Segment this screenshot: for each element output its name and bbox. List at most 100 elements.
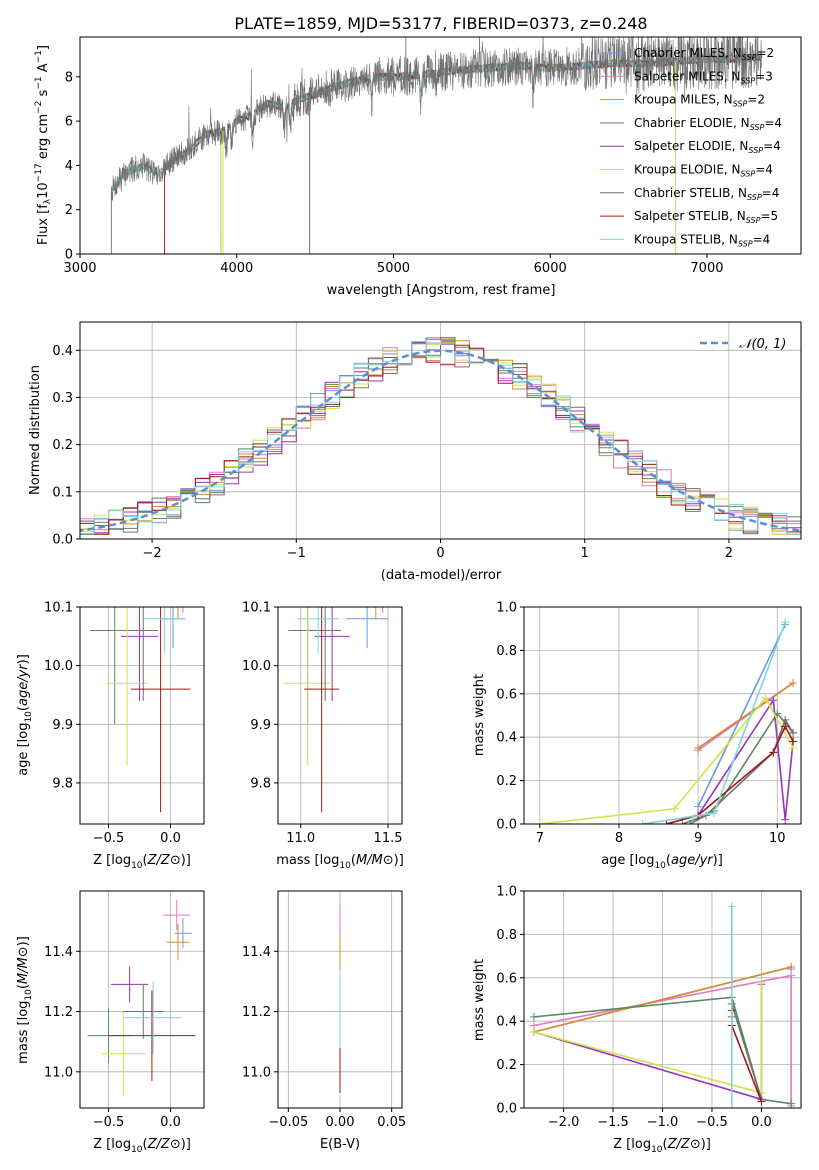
weight-marker-salpeter_stelib (757, 1097, 766, 1106)
weight-marker-chabrier_elodie (787, 1099, 796, 1108)
x-tick-label: 7000 (690, 261, 723, 276)
y-tick-label: 0.8 (496, 928, 517, 943)
mass-z-panel-frame (79, 890, 205, 1109)
legend-label-chabrier_stelib: Chabrier STELIB, NSSP=4 (634, 186, 779, 202)
x-tick-label: −0.5 (93, 831, 125, 846)
y-tick-label: 9.8 (52, 776, 73, 791)
x-tick-label: −2 (143, 546, 162, 561)
weight-marker-salpeter_miles (787, 971, 796, 980)
weight-age-panel: 7 8 9 10 0.0 0.2 0.4 0.6 0.8 1.0 age [log10(age/yr… (472, 601, 802, 871)
spectrum-panel-plot-area (110, 37, 763, 254)
mass-z-panel-bg (80, 891, 204, 1108)
y-tick-label: 0.6 (496, 971, 517, 986)
weight-marker-kroupa_stelib (709, 809, 718, 818)
x-tick-label: −1.5 (597, 1115, 629, 1130)
histogram-kroupa_elodie (80, 338, 801, 535)
legend-label-chabrier_miles: Chabrier MILES, NSSP=2 (634, 46, 774, 62)
mass-ebv-xlabel: E(B-V) (320, 1137, 360, 1152)
x-tick-label: 0.0 (160, 1115, 181, 1130)
y-tick-label: 4 (65, 159, 73, 174)
spectrum-panel: 3000 4000 5000 6000 7000 0 2 4 6 8 wavelength [Ang… (34, 36, 802, 298)
weight-marker-kroupa_elodie (670, 804, 679, 813)
histogram-kroupa_stelib (80, 341, 801, 535)
weight-marker-salpeter_stelib (769, 748, 778, 757)
weight-age-panel-plot-area (535, 618, 798, 824)
y-tick-label: 9.9 (52, 718, 73, 733)
x-tick-label: 0.0 (160, 831, 181, 846)
y-tick-label: 9.9 (250, 718, 271, 733)
age-z-xlabel: Z [log10(Z/Z⊙)] (93, 853, 191, 871)
y-tick-label: 0.6 (496, 687, 517, 702)
x-tick-label: −1 (287, 546, 306, 561)
mass-z-panel: −0.5 0.0 11.0 11.2 11.4 Z [log10(Z/Z⊙)] mass [… (16, 890, 205, 1155)
legend-label-kroupa_miles: Kroupa MILES, NSSP=2 (634, 93, 765, 109)
age-mass-panel: 11.0 11.5 9.8 9.9 10.0 10.1 mass [log10(M/M⊙)] (242, 601, 404, 872)
x-tick-label: 10 (769, 831, 786, 846)
legend-label-salpeter_miles: Salpeter MILES, NSSP=3 (634, 69, 773, 85)
y-tick-label: 11.4 (242, 945, 271, 960)
y-tick-label: 0.2 (52, 438, 73, 453)
mass-ebv-panel: −0.05 0.00 0.05 11.0 11.2 11.4 E(B-V) (242, 890, 406, 1152)
y-tick-label: 0.4 (496, 731, 517, 746)
weight-line-kroupa_miles (697, 682, 794, 749)
x-tick-label: −0.5 (93, 1115, 125, 1130)
residual-panel: −2 −1 0 1 2 0.0 0.1 0.2 0.3 0.4 (data-model)/error… (28, 321, 802, 583)
weight-marker-salpeter_stelib (789, 737, 798, 746)
weight-line-chabrier_miles (697, 624, 786, 807)
weight-marker-salpeter_elodie (781, 815, 790, 824)
weight-marker-salpeter_stelib (662, 820, 671, 824)
weight-marker-salpeter_elodie (769, 696, 778, 705)
y-tick-label: 0.0 (496, 1102, 517, 1117)
weight-marker-kroupa_elodie (757, 978, 766, 987)
age-z-panel-frame (79, 606, 205, 825)
weight-marker-kroupa_stelib (638, 820, 647, 824)
weight-line-kroupa_miles (533, 966, 792, 1033)
y-tick-label: 11.0 (242, 1065, 271, 1080)
y-tick-label: 10.0 (242, 659, 271, 674)
x-tick-label: −1.0 (647, 1115, 679, 1130)
weight-marker-kroupa_elodie (761, 694, 770, 703)
figure-title: PLATE=1859, MJD=53177, FIBERID=0373, z=0… (234, 14, 647, 33)
y-tick-label: 2 (65, 203, 73, 218)
weight-marker-kroupa_miles (787, 962, 796, 971)
weight-marker-chabrier_elodie (529, 1012, 538, 1021)
weight-z-panel-plot-area (529, 902, 796, 1108)
y-tick-label: 10.0 (44, 659, 73, 674)
age-mass-panel-frame (277, 606, 403, 825)
x-tick-label: 7 (536, 831, 544, 846)
y-tick-label: 11.2 (44, 1005, 73, 1020)
y-tick-label: 0.2 (496, 774, 517, 789)
age-z-panel-plot-area (89, 607, 191, 813)
spectrum-ylabel: Flux [fλ10−17 erg cm−2 s−1 A−1] (34, 45, 53, 245)
weight-marker-kroupa_stelib (781, 618, 790, 627)
age-z-panel: −0.5 0.0 9.8 9.9 10.0 10.1 Z [log10(Z/Z⊙)] age … (16, 601, 205, 871)
y-tick-label: 0.3 (52, 391, 73, 406)
y-tick-label: 1.0 (496, 601, 517, 616)
weight-marker-kroupa_miles (694, 744, 703, 753)
x-tick-label: 8 (615, 831, 623, 846)
weight-marker-kroupa_stelib (727, 1104, 736, 1108)
weight-marker-kroupa_elodie (529, 1028, 538, 1037)
y-tick-label: 10.1 (44, 601, 73, 616)
legend-label-chabrier_elodie: Chabrier ELODIE, NSSP=4 (634, 116, 782, 132)
gaussian-curve (80, 349, 801, 532)
weight-line-kroupa_elodie (539, 696, 794, 824)
legend-label-kroupa_elodie: Kroupa ELODIE, NSSP=4 (634, 163, 773, 179)
y-tick-label: 11.2 (242, 1005, 271, 1020)
residual-panel-plot-area (80, 337, 801, 535)
gaussian-legend-label: 𝒩(0, 1) (739, 337, 786, 352)
y-tick-label: 0 (65, 248, 73, 263)
weight-age-ylabel: mass weight (472, 674, 487, 756)
residual-xlabel: (data-model)/error (381, 568, 502, 583)
y-tick-label: 0.0 (496, 818, 517, 833)
x-tick-label: 1 (581, 546, 589, 561)
x-tick-label: 0.0 (751, 1115, 772, 1130)
weight-z-xlabel: Z [log10(Z/Z⊙)] (613, 1137, 711, 1155)
weight-marker-kroupa_miles (789, 678, 798, 687)
age-mass-xlabel: mass [log10(M/M⊙)] (276, 853, 404, 871)
observed-spectrum (110, 37, 762, 254)
mass-z-ylabel: mass [log10(M/M⊙)] (16, 936, 34, 1064)
spectrum-xlabel: wavelength [Angstrom, rest frame] (327, 283, 556, 298)
weight-marker-chabrier_miles (694, 802, 703, 811)
